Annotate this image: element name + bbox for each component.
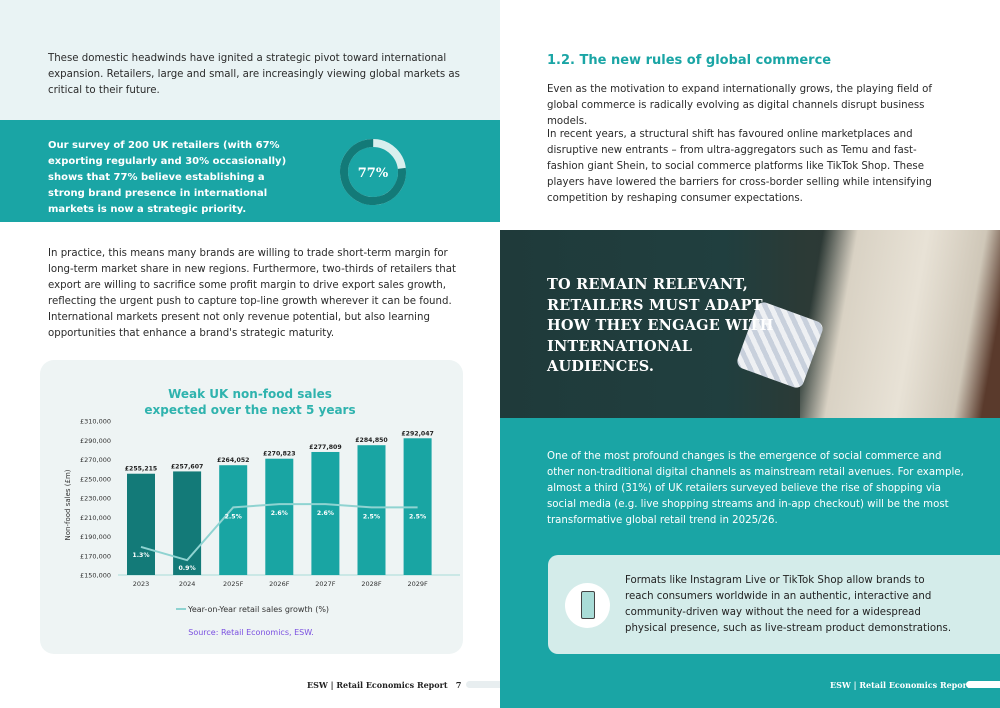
bar-value-label: £277,809 xyxy=(309,444,342,451)
footer-tab xyxy=(966,681,1000,688)
y-tick-label: £190,000 xyxy=(80,533,111,541)
paragraph-3: One of the most profound changes is the … xyxy=(547,451,964,526)
intro-band xyxy=(0,0,500,120)
y-tick-label: £230,000 xyxy=(80,495,111,503)
growth-line xyxy=(140,503,418,562)
page-number: 7 xyxy=(455,680,462,690)
paragraph-2: In recent years, a structural shift has … xyxy=(547,129,932,204)
footer-text: ESW | Retail Economics Report xyxy=(830,680,971,690)
bar-value-label: £292,047 xyxy=(401,430,434,437)
y-axis-label: Non-food sales (£m) xyxy=(64,469,72,540)
growth-label: 2.5% xyxy=(363,513,380,520)
x-tick-label: 2028F xyxy=(361,580,382,588)
smartphone-icon xyxy=(565,583,610,628)
y-tick-label: £310,000 xyxy=(80,418,111,426)
section-heading: 1.2. The new rules of global commerce xyxy=(547,53,832,68)
footer-text: ESW | Retail Economics Report xyxy=(307,680,448,690)
donut-fill xyxy=(340,139,406,205)
chart-title: Weak UK non-food sales expected over the… xyxy=(144,387,356,417)
x-tick-label: 2024 xyxy=(179,580,196,588)
growth-label: 2.5% xyxy=(225,513,242,520)
pull-quote: TO REMAIN RELEVANT, RETAILERS MUST ADAPT… xyxy=(547,276,774,375)
bar-value-label: £255,215 xyxy=(125,466,158,473)
chart-source: Source: Retail Economics, ESW. xyxy=(188,628,314,637)
bar-chart: Non-food sales (£m) £150,000 £170,000 £190… xyxy=(64,418,460,637)
y-tick-label: £250,000 xyxy=(80,475,111,483)
x-tick-label: 2023 xyxy=(133,580,150,588)
callout-text: Formats like Instagram Live or TikTok Sh… xyxy=(625,575,952,634)
x-tick-label: 2026F xyxy=(269,580,290,588)
street-shopper-photo xyxy=(500,230,1000,418)
bar-2028F xyxy=(357,445,386,575)
x-tick-label: 2025F xyxy=(223,580,244,588)
donut-label: 77% xyxy=(358,166,389,181)
y-tick-label: £270,000 xyxy=(80,456,111,464)
bar-value-label: £257,607 xyxy=(171,463,204,470)
y-tick-label: £210,000 xyxy=(80,514,111,522)
footer-left: ESW | Retail Economics Report 7 xyxy=(307,680,461,690)
bar-value-label: £284,850 xyxy=(355,437,388,444)
bar-value-label: £270,823 xyxy=(263,451,296,458)
survey-band xyxy=(0,120,500,222)
growth-label: 2.6% xyxy=(317,510,334,517)
bar-value-label: £264,052 xyxy=(217,457,250,464)
growth-label: 2.6% xyxy=(271,510,288,517)
legend-label: Year-on-Year retail sales growth (%) xyxy=(187,605,329,614)
callout-box: Formats like Instagram Live or TikTok Sh… xyxy=(548,555,1000,654)
growth-label: 1.3% xyxy=(132,552,149,559)
y-tick-label: £290,000 xyxy=(80,437,111,445)
bar-2023 xyxy=(127,473,155,575)
donut-chart: 77% xyxy=(340,139,406,205)
bar-2025F xyxy=(219,465,248,575)
growth-label: 2.5% xyxy=(409,513,426,520)
bar-2027F xyxy=(311,451,340,575)
bar-2026F xyxy=(265,458,294,575)
x-tick-label: 2029F xyxy=(407,580,428,588)
intro-text: These domestic headwinds have ignited a … xyxy=(48,53,460,96)
growth-label: 0.9% xyxy=(179,565,196,572)
y-tick-label: £150,000 xyxy=(80,572,111,580)
x-tick-label: 2027F xyxy=(315,580,336,588)
footer-right: ESW | Retail Economics Report 8 xyxy=(830,680,984,690)
footer-tab xyxy=(466,681,500,688)
y-tick-label: £170,000 xyxy=(80,552,111,560)
survey-text: Our survey of 200 UK retailers (with 67%… xyxy=(48,140,287,215)
body-text: In practice, this means many brands are … xyxy=(48,248,456,339)
paragraph-1: Even as the motivation to expand interna… xyxy=(547,84,932,127)
